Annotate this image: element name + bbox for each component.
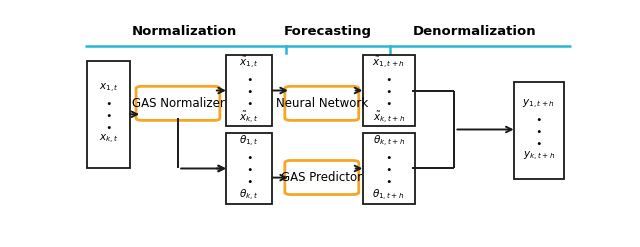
FancyBboxPatch shape	[363, 55, 415, 126]
FancyBboxPatch shape	[227, 55, 272, 126]
Text: $y_{1,t+h}$
$\bullet$
$\bullet$
$\bullet$
$y_{k,t+h}$: $y_{1,t+h}$ $\bullet$ $\bullet$ $\bullet…	[522, 98, 555, 163]
Text: GAS Predictor: GAS Predictor	[281, 171, 362, 184]
FancyBboxPatch shape	[136, 86, 220, 120]
Text: $x_{1,t}$
$\bullet$
$\bullet$
$\bullet$
$x_{k,t}$: $x_{1,t}$ $\bullet$ $\bullet$ $\bullet$ …	[99, 82, 118, 146]
FancyBboxPatch shape	[227, 133, 272, 204]
FancyBboxPatch shape	[88, 61, 129, 167]
Text: Normalization: Normalization	[132, 25, 237, 38]
Text: Neural Network: Neural Network	[276, 97, 368, 110]
Text: GAS Normalizer: GAS Normalizer	[132, 97, 225, 110]
Text: $\theta_{k,t+h}$
$\bullet$
$\bullet$
$\bullet$
$\theta_{1,t+h}$: $\theta_{k,t+h}$ $\bullet$ $\bullet$ $\b…	[372, 134, 405, 203]
Text: Forecasting: Forecasting	[284, 25, 372, 38]
Text: Denormalization: Denormalization	[413, 25, 536, 38]
FancyBboxPatch shape	[285, 161, 359, 195]
Text: $\theta_{1,t}$
$\bullet$
$\bullet$
$\bullet$
$\theta_{k,t}$: $\theta_{1,t}$ $\bullet$ $\bullet$ $\bul…	[239, 134, 259, 203]
FancyBboxPatch shape	[514, 82, 564, 179]
FancyBboxPatch shape	[285, 86, 359, 120]
FancyBboxPatch shape	[363, 133, 415, 204]
Text: $\tilde{x}_{1,t}$
$\bullet$
$\bullet$
$\bullet$
$\tilde{x}_{k,t}$: $\tilde{x}_{1,t}$ $\bullet$ $\bullet$ $\…	[239, 55, 259, 126]
Text: $\tilde{x}_{1,t+h}$
$\bullet$
$\bullet$
$\bullet$
$\tilde{x}_{k,t+h}$: $\tilde{x}_{1,t+h}$ $\bullet$ $\bullet$ …	[372, 55, 405, 126]
